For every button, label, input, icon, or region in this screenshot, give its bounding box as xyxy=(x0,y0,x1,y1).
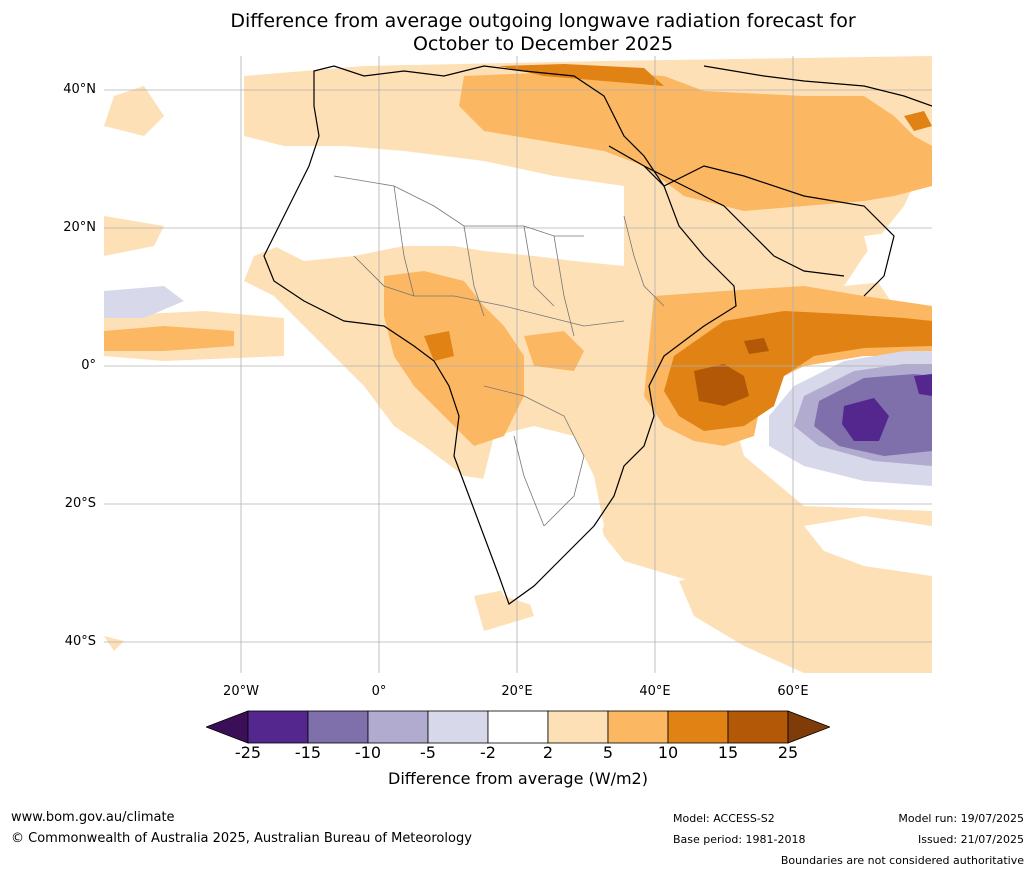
lat-label-0: 0° xyxy=(81,358,96,373)
footer-model-run: Model run: 19/07/2025 xyxy=(898,812,1024,825)
colorbar-cell xyxy=(607,710,669,744)
footer-website: www.bom.gov.au/climate xyxy=(11,810,175,825)
colorbar-cell xyxy=(247,710,309,744)
map-title: Difference from average outgoing longwav… xyxy=(0,10,1035,56)
colorbar-tick-label: -25 xyxy=(234,743,262,762)
colorbar-cell xyxy=(427,710,489,744)
colorbar-tick-label: -5 xyxy=(420,743,436,762)
anomaly-shading-light xyxy=(104,56,932,673)
lat-label-40n: 40°N xyxy=(63,82,96,97)
lon-label-60e: 60°E xyxy=(777,684,809,699)
colorbar-cell xyxy=(487,710,549,744)
colorbar xyxy=(206,710,830,744)
lon-label-20e: 20°E xyxy=(501,684,533,699)
anomaly-shading-deepest xyxy=(694,338,769,406)
footer-disclaimer: Boundaries are not considered authoritat… xyxy=(780,854,1024,867)
footer-model: Model: ACCESS-S2 xyxy=(673,812,775,825)
colorbar-cell xyxy=(367,710,429,744)
colorbar-tick-label: -15 xyxy=(294,743,322,762)
near-zero-regions xyxy=(264,166,932,606)
footer-copyright: © Commonwealth of Australia 2025, Austra… xyxy=(11,831,472,846)
colorbar-extend-low xyxy=(206,710,249,744)
lon-label-0: 0° xyxy=(371,684,387,699)
coastlines xyxy=(263,65,932,605)
colorbar-cell xyxy=(547,710,609,744)
colorbar-tick-label: 25 xyxy=(777,743,799,762)
colorbar-tick-label: 10 xyxy=(657,743,679,762)
lat-label-20n: 20°N xyxy=(63,220,96,235)
olr-anomaly-map xyxy=(104,56,932,673)
country-boundaries xyxy=(333,175,665,527)
colorbar-cell xyxy=(667,710,729,744)
colorbar-label: Difference from average (W/m2) xyxy=(388,769,648,788)
lon-label-20w: 20°W xyxy=(223,684,259,699)
colorbar-tick-label: 2 xyxy=(542,743,554,762)
colorbar-tick-label: -10 xyxy=(354,743,382,762)
colorbar-tick-label: -2 xyxy=(480,743,496,762)
lat-label-40s: 40°S xyxy=(64,634,96,649)
colorbar-tick-label: 15 xyxy=(717,743,739,762)
footer-issued: Issued: 21/07/2025 xyxy=(917,833,1024,846)
lon-label-40e: 40°E xyxy=(639,684,671,699)
colorbar-extend-high xyxy=(787,710,830,744)
colorbar-cell xyxy=(727,710,789,744)
negative-anomaly-shading xyxy=(104,286,932,486)
title-line-2: October to December 2025 xyxy=(412,33,674,55)
title-line-1: Difference from average outgoing longwav… xyxy=(230,10,856,32)
colorbar-tick-label: 5 xyxy=(602,743,614,762)
graticule xyxy=(104,56,932,673)
colorbar-cell xyxy=(307,710,369,744)
lat-label-20s: 20°S xyxy=(64,496,96,511)
footer-base-period: Base period: 1981-2018 xyxy=(673,833,806,846)
